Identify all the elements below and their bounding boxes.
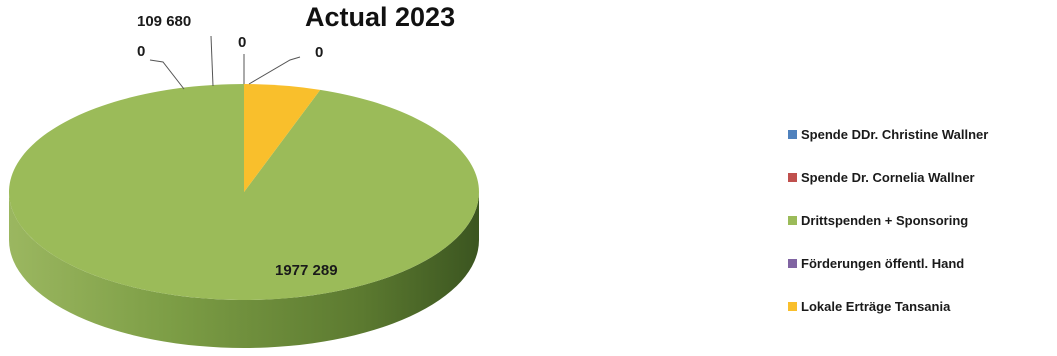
- data-label-foerderungen: 0: [238, 34, 247, 51]
- legend-label: Lokale Erträge Tansania: [801, 299, 951, 314]
- legend-swatch: [788, 259, 797, 268]
- pie-side-wall: [9, 192, 479, 348]
- chart-title: Actual 2023: [305, 2, 456, 32]
- legend-label: Spende Dr. Cornelia Wallner: [801, 170, 975, 185]
- pie-top-face: [9, 84, 480, 300]
- chart-legend: Spende DDr. Christine Wallner Spende Dr.…: [788, 125, 988, 316]
- pie-side-drittspenden: [9, 192, 479, 348]
- leader-lokale-ertraege: [210, 35, 214, 87]
- slice-drittspenden: [9, 84, 480, 300]
- legend-swatch: [788, 302, 797, 311]
- legend-item-spende-christine: Spende DDr. Christine Wallner: [788, 125, 988, 144]
- legend-swatch: [788, 130, 797, 139]
- legend-label: Förderungen öffentl. Hand: [801, 256, 965, 271]
- legend-item-foerderungen: Förderungen öffentl. Hand: [788, 254, 988, 273]
- legend-swatch: [788, 173, 797, 182]
- label-leader-lines: [149, 35, 301, 90]
- pie-chart: [9, 35, 480, 348]
- legend-item-spende-cornelia: Spende Dr. Cornelia Wallner: [788, 168, 988, 187]
- legend-swatch: [788, 216, 797, 225]
- legend-label: Spende DDr. Christine Wallner: [801, 127, 989, 142]
- data-label-spende-cornelia: 0: [137, 43, 146, 60]
- data-label-lokale-ertraege: 109 680: [137, 13, 192, 30]
- slice-lokale-ertraege: [244, 84, 321, 192]
- data-label-drittspenden: 1977 289: [275, 262, 338, 279]
- legend-item-drittspenden: Drittspenden + Sponsoring: [788, 211, 988, 230]
- leader-spende-cornelia: [149, 59, 185, 90]
- data-label-spende-christine: 0: [315, 44, 324, 61]
- leader-spende-christine: [248, 56, 301, 85]
- legend-label: Drittspenden + Sponsoring: [801, 213, 969, 228]
- legend-item-lokale-ertraege: Lokale Erträge Tansania: [788, 297, 988, 316]
